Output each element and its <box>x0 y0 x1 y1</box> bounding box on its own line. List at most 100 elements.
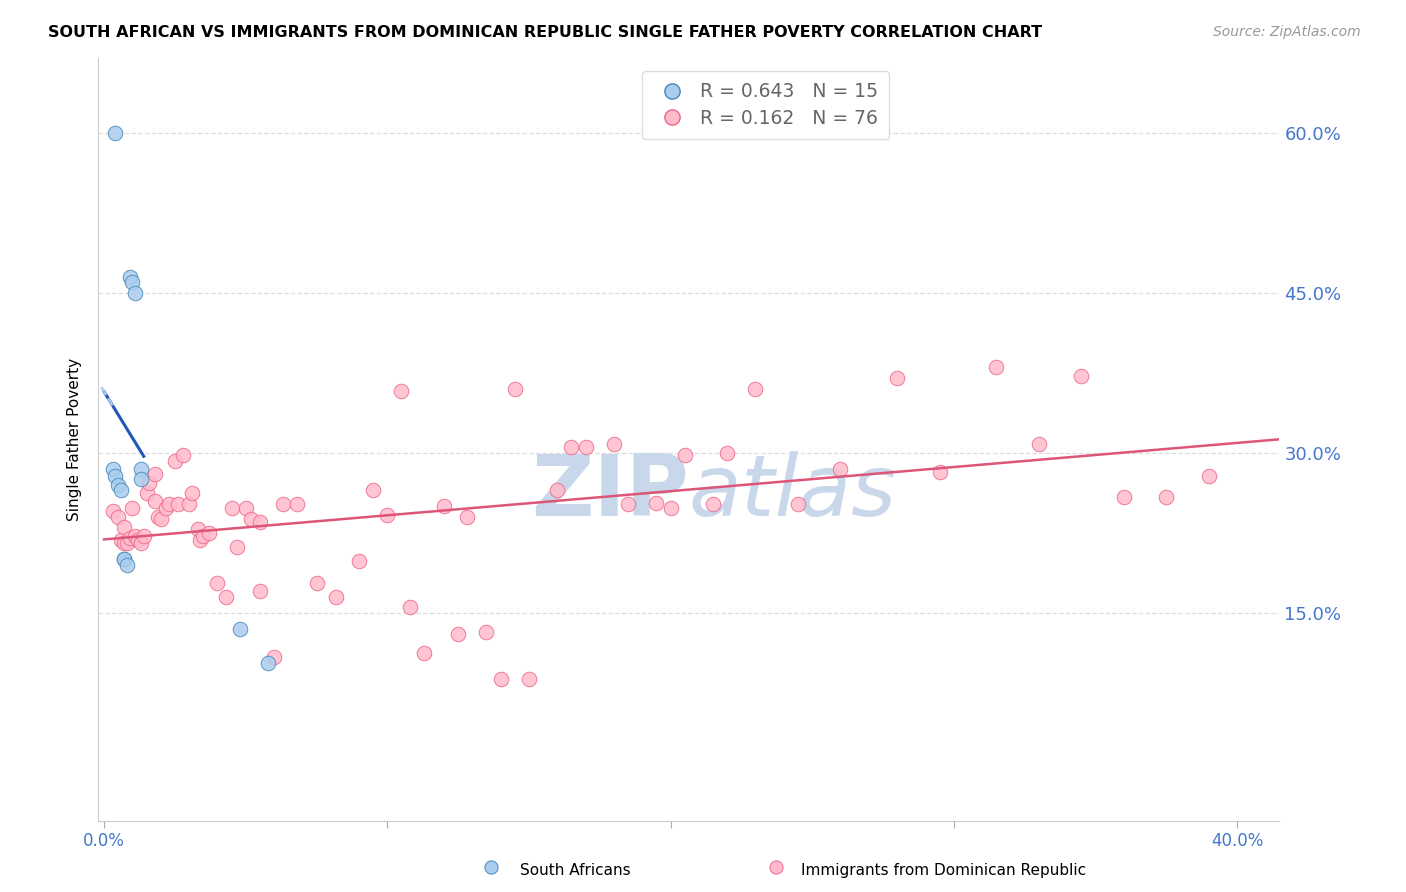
Point <box>574 440 596 454</box>
Point <box>146 509 169 524</box>
Point <box>107 477 129 491</box>
Point <box>149 512 172 526</box>
Point <box>271 497 294 511</box>
Point <box>121 501 143 516</box>
Text: atlas: atlas <box>689 451 897 534</box>
Point <box>110 533 132 548</box>
Point <box>447 627 470 641</box>
Point <box>986 360 1008 375</box>
Point <box>135 486 157 500</box>
Point <box>765 860 787 874</box>
Point <box>645 496 668 510</box>
Point <box>112 552 135 566</box>
Point <box>229 622 252 636</box>
Point <box>399 600 422 615</box>
Point <box>702 497 724 511</box>
Point <box>127 533 149 548</box>
Point <box>347 554 370 568</box>
Point <box>456 509 478 524</box>
Point <box>886 371 908 385</box>
Point <box>187 523 209 537</box>
Point <box>475 624 498 639</box>
Point <box>1070 368 1092 383</box>
Point <box>143 467 166 481</box>
Text: Source: ZipAtlas.com: Source: ZipAtlas.com <box>1213 25 1361 39</box>
Point <box>375 508 398 522</box>
Point <box>235 501 257 516</box>
Point <box>787 497 810 511</box>
Point <box>226 540 249 554</box>
Point <box>716 445 738 459</box>
Point <box>198 525 221 540</box>
Point <box>744 382 766 396</box>
Point <box>257 656 280 670</box>
Point <box>163 454 186 468</box>
Point <box>305 575 328 590</box>
Point <box>155 501 177 516</box>
Legend: R = 0.643   N = 15, R = 0.162   N = 76: R = 0.643 N = 15, R = 0.162 N = 76 <box>643 71 890 139</box>
Point <box>129 536 152 550</box>
Point <box>166 497 188 511</box>
Point <box>617 497 640 511</box>
Point <box>112 552 135 566</box>
Point <box>433 499 456 513</box>
Point <box>124 285 146 300</box>
Point <box>104 469 127 483</box>
Point <box>112 536 135 550</box>
Point <box>177 497 200 511</box>
Text: South Africans: South Africans <box>520 863 631 878</box>
Point <box>1112 491 1135 505</box>
Point <box>101 461 124 475</box>
Point <box>132 529 155 543</box>
Point <box>138 475 160 490</box>
Point <box>517 672 540 686</box>
Point <box>193 529 215 543</box>
Point <box>830 461 852 475</box>
Point <box>221 501 243 516</box>
Point <box>190 533 212 548</box>
Point <box>928 465 950 479</box>
Point <box>107 509 129 524</box>
Point <box>1198 469 1220 483</box>
Point <box>207 575 229 590</box>
Point <box>603 437 626 451</box>
Point <box>560 440 582 454</box>
Point <box>157 497 180 511</box>
Point <box>249 584 271 599</box>
Point <box>285 497 308 511</box>
Point <box>489 672 512 686</box>
Point <box>325 590 347 604</box>
Point <box>110 483 132 497</box>
Point <box>546 483 568 497</box>
Point <box>1028 437 1050 451</box>
Point <box>172 448 194 462</box>
Point <box>673 448 696 462</box>
Point <box>129 461 152 475</box>
Point <box>479 860 502 874</box>
Text: Immigrants from Dominican Republic: Immigrants from Dominican Republic <box>801 863 1087 878</box>
Point <box>112 520 135 534</box>
Point <box>104 126 127 140</box>
Point <box>115 536 138 550</box>
Point <box>263 650 285 665</box>
Text: SOUTH AFRICAN VS IMMIGRANTS FROM DOMINICAN REPUBLIC SINGLE FATHER POVERTY CORREL: SOUTH AFRICAN VS IMMIGRANTS FROM DOMINIC… <box>48 25 1042 40</box>
Point <box>361 483 384 497</box>
Text: ZIP: ZIP <box>531 451 689 534</box>
Point <box>240 512 263 526</box>
Point <box>180 486 202 500</box>
Point <box>413 646 436 660</box>
Point <box>118 269 141 284</box>
Point <box>124 529 146 543</box>
Point <box>1154 491 1177 505</box>
Point <box>503 382 526 396</box>
Y-axis label: Single Father Poverty: Single Father Poverty <box>67 358 83 521</box>
Point <box>118 531 141 545</box>
Point <box>129 472 152 486</box>
Point <box>143 493 166 508</box>
Point <box>121 275 143 289</box>
Point <box>391 384 413 398</box>
Point <box>659 501 682 516</box>
Point <box>101 504 124 518</box>
Point <box>115 558 138 572</box>
Point <box>215 590 238 604</box>
